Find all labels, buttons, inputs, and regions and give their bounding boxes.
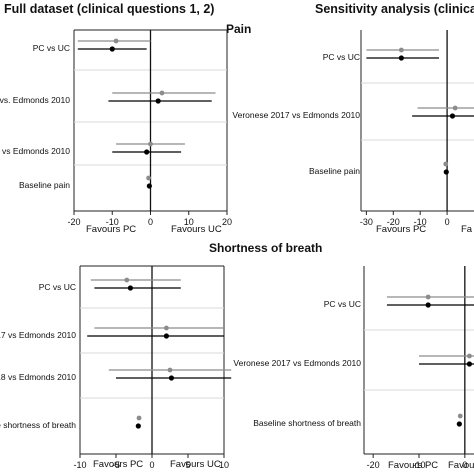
point-estimate-grey bbox=[113, 38, 119, 44]
x-tick-label: -10 bbox=[73, 460, 86, 470]
x-tick-label: 0 bbox=[445, 217, 450, 227]
x-tick-label: -20 bbox=[367, 460, 380, 470]
point-estimate-grey bbox=[146, 175, 151, 181]
x-tick-label: 5 bbox=[185, 460, 190, 470]
favours-uc-label: Favours UC bbox=[171, 224, 222, 235]
x-tick-label: 0 bbox=[148, 217, 153, 227]
point-estimate-grey bbox=[167, 367, 173, 373]
point-estimate-grey bbox=[159, 90, 165, 96]
point-estimate-grey bbox=[124, 277, 130, 283]
row-label: Baseline shortness of breath bbox=[253, 418, 361, 428]
point-estimate-grey bbox=[136, 415, 142, 421]
row-label: PC vs UC bbox=[324, 299, 361, 309]
point-estimate-black bbox=[135, 423, 141, 429]
point-estimate-grey bbox=[425, 294, 431, 300]
point-estimate-grey bbox=[457, 413, 463, 419]
left-panel-title: Full dataset (clinical questions 1, 2) bbox=[4, 2, 214, 16]
point-estimate-black bbox=[456, 421, 462, 427]
point-estimate-grey bbox=[443, 161, 449, 167]
row-label: Veronese 2017 vs Edmonds 2010 bbox=[232, 110, 360, 120]
right-panel-title: Sensitivity analysis (clinical questions bbox=[315, 2, 474, 16]
point-estimate-black bbox=[168, 375, 175, 381]
point-estimate-black bbox=[146, 183, 152, 189]
point-estimate-black bbox=[443, 169, 449, 175]
pain-section-title: Pain bbox=[226, 22, 251, 36]
x-tick-label: -30 bbox=[360, 217, 373, 227]
row-label: Baseline shortness of breath bbox=[0, 420, 76, 430]
favours-uc-label: Favours bbox=[448, 460, 474, 471]
favours-uc-label: Fa bbox=[461, 224, 473, 235]
point-estimate-black bbox=[127, 285, 133, 291]
point-estimate-grey bbox=[467, 353, 472, 359]
favours-uc-label: Favours UC bbox=[170, 459, 221, 470]
point-estimate-black bbox=[155, 98, 161, 104]
row-label: PC vs UC bbox=[39, 282, 76, 292]
x-tick-label: -20 bbox=[67, 217, 80, 227]
point-estimate-black bbox=[144, 149, 150, 155]
x-tick-label: 0 bbox=[149, 460, 154, 470]
x-tick-label: 20 bbox=[222, 217, 232, 227]
row-label: Baseline pain bbox=[309, 166, 360, 176]
x-tick-label: 0 bbox=[462, 460, 467, 470]
breath-section-title: Shortness of breath bbox=[209, 241, 322, 255]
x-tick-label: -5 bbox=[112, 460, 120, 470]
point-estimate-grey bbox=[148, 141, 153, 147]
x-tick-label: -10 bbox=[106, 217, 119, 227]
row-label: Veronese 2017 vs Edmonds 2010 bbox=[233, 358, 361, 368]
point-estimate-black bbox=[163, 333, 169, 339]
point-estimate-grey bbox=[398, 47, 404, 53]
x-tick-label: -20 bbox=[387, 217, 400, 227]
x-tick-label: -10 bbox=[414, 217, 427, 227]
row-label: 18 vs Edmonds 2010 bbox=[0, 146, 70, 156]
row-label: PC vs UC bbox=[323, 52, 360, 62]
point-estimate-grey bbox=[452, 105, 458, 111]
point-estimate-grey bbox=[164, 325, 169, 331]
point-estimate-black bbox=[398, 55, 404, 61]
x-tick-label: 10 bbox=[184, 217, 194, 227]
row-label: Baseline pain bbox=[19, 180, 70, 190]
row-label: 17 vs. Edmonds 2010 bbox=[0, 95, 70, 105]
favours-pc-label: Favours PC bbox=[86, 224, 136, 235]
row-label: 18 vs Edmonds 2010 bbox=[0, 372, 76, 382]
point-estimate-black bbox=[109, 46, 115, 52]
favours-pc-label: Favours PC bbox=[388, 460, 438, 471]
point-estimate-black bbox=[466, 361, 473, 367]
row-label: 17 vs Edmonds 2010 bbox=[0, 330, 76, 340]
favours-pc-label: Favours PC bbox=[376, 224, 426, 235]
point-estimate-black bbox=[449, 113, 456, 119]
x-tick-label: 10 bbox=[219, 460, 229, 470]
row-label: PC vs UC bbox=[33, 43, 70, 53]
point-estimate-black bbox=[425, 302, 431, 308]
x-tick-label: -10 bbox=[412, 460, 425, 470]
favours-pc-label: Favours PC bbox=[93, 459, 143, 470]
